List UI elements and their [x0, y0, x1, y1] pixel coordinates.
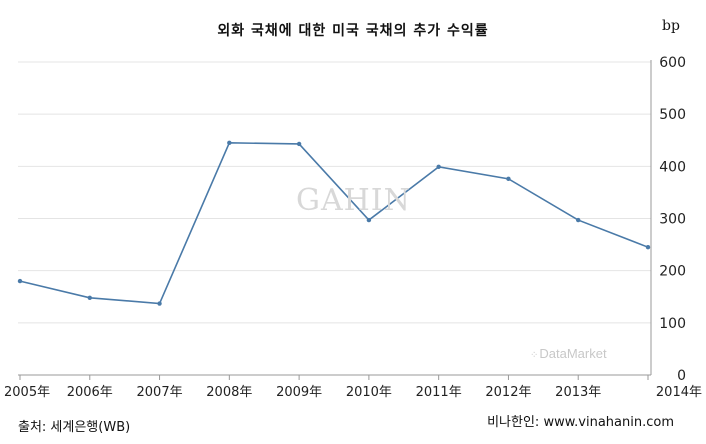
y-tick-label: 200 [659, 264, 686, 280]
data-point[interactable] [436, 164, 441, 170]
x-tick-label: 2012年 [485, 385, 531, 400]
x-tick-label: 2006年 [67, 385, 113, 400]
datamarket-logo: ⁘ DataMarket [530, 346, 607, 361]
y-tick-label: 300 [659, 212, 686, 228]
y-tick-label: 600 [659, 55, 686, 71]
data-point[interactable] [157, 301, 162, 306]
x-tick-label: 2010年 [346, 385, 392, 400]
data-point[interactable] [645, 244, 651, 250]
data-point[interactable] [576, 217, 581, 223]
x-tick-label: 2011年 [416, 385, 462, 400]
datamarket-logo-text: DataMarket [539, 346, 607, 361]
datamarket-dots-icon: ⁘ [530, 350, 538, 361]
unit-label: bp [662, 18, 680, 34]
gridlines [18, 61, 651, 324]
y-tick-label: 100 [659, 316, 686, 332]
data-point[interactable] [296, 141, 302, 147]
series-line [19, 142, 649, 305]
y-tick-labels: 0 100 200 300 400 500 600 [659, 55, 686, 384]
site-credit: 비나한인: www.vinahanin.com [487, 415, 674, 430]
chart-title: 외화 국채에 대한 미국 국채의 추가 수익률 [217, 23, 489, 39]
x-tick-label: 2014年 [656, 385, 702, 400]
y-tick-label: 0 [677, 368, 686, 384]
x-tick-label: 2009年 [276, 385, 322, 400]
x-tick-label: 2008年 [206, 385, 252, 400]
y-tick-label: 400 [659, 159, 686, 175]
x-tick-label: 2013年 [555, 385, 601, 400]
data-point[interactable] [506, 176, 511, 182]
data-point[interactable] [87, 295, 92, 300]
x-tick-label: 2007年 [137, 385, 183, 400]
data-point[interactable] [366, 217, 372, 223]
y-tick-label: 500 [659, 107, 686, 123]
data-point[interactable] [17, 278, 23, 284]
x-tick-labels: 2005年 2006年 2007年 2008年 2009年 2010年 2011年 2012年… [4, 375, 702, 400]
data-point[interactable] [227, 140, 232, 146]
series-layer [17, 140, 651, 306]
x-tick-label: 2005年 [4, 385, 50, 400]
source-credit: 출처: 세계은행(WB) [18, 420, 131, 435]
axes [18, 60, 652, 376]
watermark-logo: GAHIN [296, 183, 411, 218]
